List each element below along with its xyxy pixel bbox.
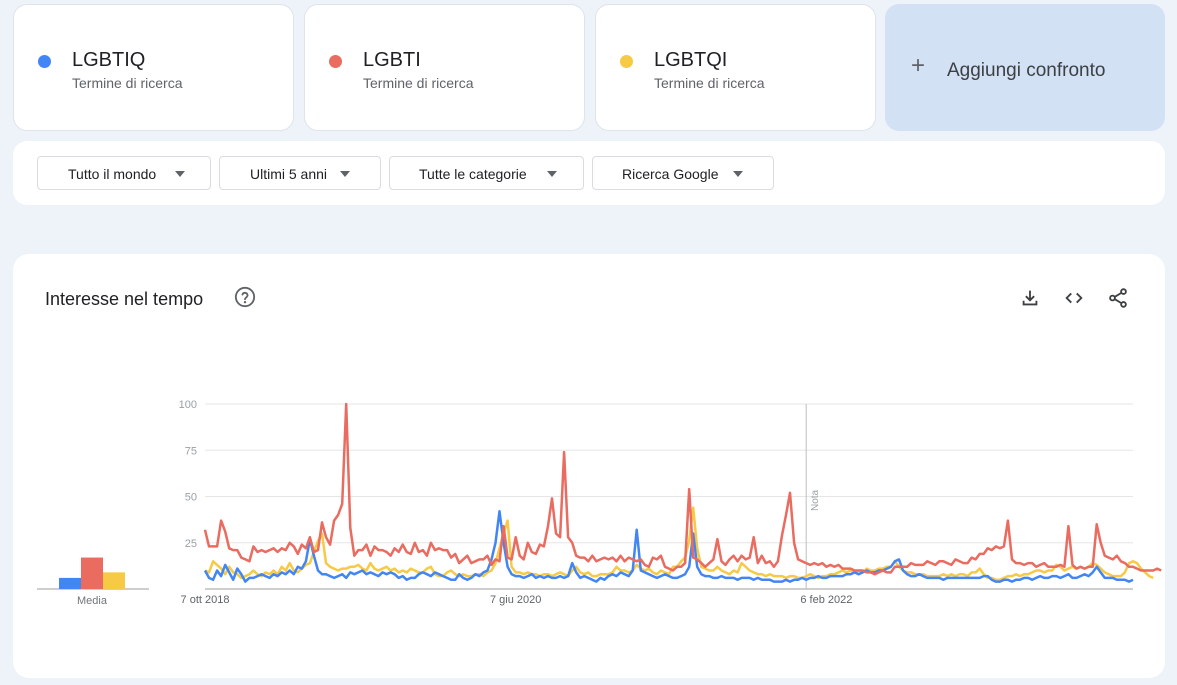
search-type-filter-dropdown[interactable]: Ricerca Google [592,156,774,190]
average-bar-lgbtqi [103,572,125,589]
y-tick-label: 50 [185,492,197,504]
download-icon[interactable] [1019,287,1041,309]
caret-down-icon [733,171,743,177]
term-name: LGBTI [363,49,421,71]
filter-label: Tutto il mondo [68,166,157,182]
average-label: Media [77,595,108,607]
x-tick-label: 7 giu 2020 [490,594,541,606]
series-line-lgbtiq [203,510,1134,583]
term-name: LGBTQI [654,49,728,71]
y-tick-label: 25 [185,538,197,550]
term-name: LGBTIQ [72,49,146,71]
y-tick-label: 100 [179,399,197,411]
filter-label: Ricerca Google [622,166,719,182]
help-icon[interactable] [234,286,256,308]
term-type: Termine di ricerca [363,75,474,91]
filter-bar: Tutto il mondo Ultimi 5 anni Tutte le ca… [13,141,1165,205]
series-line-lgbti [203,402,1162,576]
filter-label: Ultimi 5 anni [250,166,328,182]
chart-series [203,402,1162,583]
caret-down-icon [547,171,557,177]
caret-down-icon [340,171,350,177]
y-axis-labels: 25 50 75 100 [179,399,197,550]
embed-icon[interactable] [1063,287,1085,309]
category-filter-dropdown[interactable]: Tutte le categorie [389,156,584,190]
add-comparison-button[interactable]: + Aggiungi confronto [885,4,1165,131]
plus-icon: + [911,52,926,79]
series-color-dot [620,55,633,68]
filter-label: Tutte le categorie [419,166,527,182]
average-bars [37,557,149,590]
time-range-filter-dropdown[interactable]: Ultimi 5 anni [219,156,381,190]
series-color-dot [38,55,51,68]
add-comparison-label: Aggiungi confronto [947,60,1106,81]
term-type: Termine di ricerca [654,75,765,91]
interest-line-chart: 25 50 75 100 7 ott 2018 7 giu 2020 6 feb 2022… [37,399,1162,607]
term-card-lgbti[interactable]: LGBTI Termine di ricerca [304,4,585,131]
interest-over-time-card: Interesse nel tempo 25 50 75 100 7 ott 2018… [13,254,1165,678]
chart-grid [205,403,1133,590]
series-line-lgbtqi [204,506,1154,582]
y-tick-label: 75 [185,445,197,457]
chart-title: Interesse nel tempo [45,289,204,309]
term-type: Termine di ricerca [72,75,183,91]
average-bar-lgbtiq [59,577,81,589]
x-axis-labels: 7 ott 2018 7 giu 2020 6 feb 2022 [181,594,853,606]
average-bar-lgbti [81,557,103,589]
region-filter-dropdown[interactable]: Tutto il mondo [37,156,211,190]
series-color-dot [329,55,342,68]
x-tick-label: 6 feb 2022 [800,594,852,606]
term-card-lgbtqi[interactable]: LGBTQI Termine di ricerca [595,4,876,131]
caret-down-icon [175,171,185,177]
term-card-lgbtiq[interactable]: LGBTIQ Termine di ricerca [13,4,294,131]
x-tick-label: 7 ott 2018 [181,594,230,606]
note-label: Nota [810,489,821,511]
share-icon[interactable] [1107,287,1129,309]
